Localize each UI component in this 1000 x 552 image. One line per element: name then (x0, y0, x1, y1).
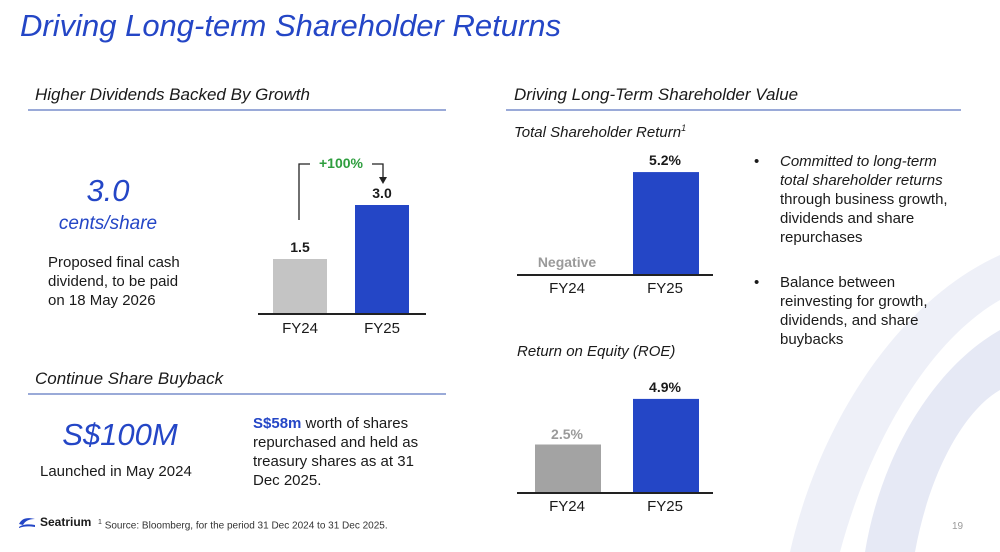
dividend-chart (273, 154, 409, 313)
bar-fy25 (633, 398, 699, 492)
buyback-amount: S$100M (62, 417, 178, 452)
tsr-tick-fy24: FY24 (549, 280, 585, 297)
growth-label: +100% (319, 155, 363, 171)
bullet-emphasis: Committed to long-term total shareholder… (780, 153, 943, 189)
value-bullets: • Committed to long-term total shareholde… (754, 152, 954, 367)
roe-chart (535, 398, 699, 492)
buyback-launched: Launched in May 2024 (40, 463, 192, 480)
roe-value-label-fy24: 2.5% (551, 426, 583, 442)
footnote-text: Source: Bloomberg, for the period 31 Dec… (104, 520, 388, 532)
buyback-divider (28, 393, 446, 395)
dividend-unit: cents/share (58, 213, 158, 234)
roe-axis (517, 492, 713, 494)
tsr-chart (633, 172, 699, 274)
brand-name: Seatrium (40, 515, 92, 529)
roe-tick-fy24: FY24 (549, 498, 585, 515)
bullet-text: through business growth, dividends and s… (780, 191, 948, 246)
tsr-tick-fy25: FY25 (647, 280, 683, 297)
dividend-value-label-fy25: 3.0 (372, 185, 392, 201)
buyback-highlight: S$58m (253, 415, 302, 432)
dividends-divider (28, 109, 446, 111)
page-number: 19 (952, 521, 964, 532)
value-divider (506, 109, 961, 111)
seatrium-wave-icon (19, 518, 35, 528)
tsr-value-label-fy25: 5.2% (649, 152, 681, 168)
tsr-axis (517, 274, 713, 276)
bar-fy24 (535, 444, 601, 492)
growth-arrow-head (379, 177, 387, 184)
tsr-title-text: Total Shareholder Return (514, 124, 682, 141)
bar-fy24 (273, 259, 327, 313)
dividend-tick-fy25: FY25 (364, 320, 400, 337)
bar-fy25 (355, 205, 409, 313)
tsr-footnote-mark: 1 (681, 123, 687, 133)
dividend-value-label-fy24: 1.5 (290, 239, 310, 255)
value-heading: Driving Long-Term Shareholder Value (514, 85, 799, 104)
brand-logo: Seatrium (18, 515, 91, 529)
buyback-description: S$58m worth of shares repurchased and he… (253, 414, 433, 490)
roe-title: Return on Equity (ROE) (517, 343, 676, 360)
roe-tick-fy25: FY25 (647, 498, 683, 515)
footnote-mark: 1 (98, 519, 102, 526)
roe-value-label-fy25: 4.9% (649, 379, 681, 395)
page-title: Driving Long-term Shareholder Returns (20, 8, 562, 43)
bullet-item: • Balance between reinvesting for growth,… (754, 274, 928, 348)
dividend-axis (258, 313, 426, 315)
buyback-heading: Continue Share Buyback (35, 369, 224, 388)
dividend-description: Proposed final cash dividend, to be paid… (48, 254, 180, 309)
buyback-description-text: worth of shares repurchased and held as … (253, 415, 419, 489)
dividend-tick-fy24: FY24 (282, 320, 318, 337)
bar-fy25 (633, 172, 699, 274)
dividend-value: 3.0 (86, 173, 130, 208)
tsr-value-label-fy24: Negative (537, 254, 597, 270)
tsr-title: Total Shareholder Return1 (514, 123, 686, 141)
dividends-heading: Higher Dividends Backed By Growth (35, 85, 310, 104)
bullet-item: • Committed to long-term total shareholde… (754, 153, 948, 246)
bullet-text: Balance between reinvesting for growth, … (780, 274, 928, 348)
source-footnote: 1 Source: Bloomberg, for the period 31 D… (98, 519, 388, 531)
